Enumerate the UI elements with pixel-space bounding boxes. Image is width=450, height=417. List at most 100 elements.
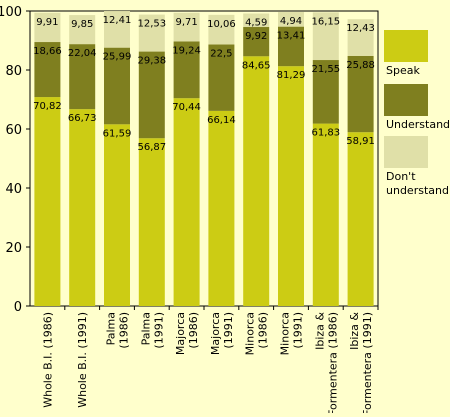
x-tick-label: (1991) [292, 312, 305, 349]
data-label: 70,44 [172, 102, 201, 113]
bar-segment [347, 19, 374, 56]
legend-label: Don't [386, 170, 416, 183]
legend-label: understand [386, 184, 449, 197]
data-label: 19,24 [172, 45, 201, 56]
x-tick-label-group: Whole B.I. (1991) [76, 312, 89, 408]
x-tick-label: Formentera (1986) [326, 312, 339, 413]
bar-segment [173, 98, 200, 307]
data-label: 70,82 [33, 101, 62, 112]
bar-segment [104, 11, 130, 48]
data-label: 4,94 [280, 16, 302, 27]
data-label: 66,14 [207, 115, 236, 126]
y-tick-label: 100 [0, 5, 22, 20]
legend-swatch [384, 84, 428, 116]
bar-segment [104, 124, 130, 306]
x-tick-label: Palma [139, 312, 152, 345]
y-tick-label: 20 [5, 241, 22, 256]
data-label: 84,65 [242, 60, 271, 71]
data-label: 9,71 [175, 17, 197, 28]
x-tick-label: (1986) [187, 312, 200, 349]
bar-segment [278, 66, 304, 307]
x-tick-label-group: Palma (1986) [105, 312, 131, 349]
bar-segment [243, 13, 270, 28]
bar-segment [347, 132, 374, 306]
x-tick-label: Palma [105, 312, 118, 345]
x-tick-label-group: Minorca (1986) [244, 312, 270, 355]
data-label: 18,66 [33, 46, 62, 57]
bar-segment [243, 27, 270, 57]
bar-segment [69, 44, 96, 110]
x-axis-labels: Whole B.I. (1986) Whole B.I. (1991) Palma(… [41, 312, 374, 416]
data-label: 16,15 [311, 16, 340, 27]
legend-label: Understand [386, 118, 450, 131]
x-tick-label: (1986) [118, 312, 131, 349]
bar-segment [173, 12, 200, 42]
data-label: 22,04 [68, 48, 97, 59]
x-tick-label: (1986) [257, 312, 270, 349]
x-tick-label-group: Whole B.I. (1986) [41, 312, 54, 408]
data-label: 21,55 [311, 64, 340, 75]
x-tick-label-group: Palma (1991) [139, 312, 165, 349]
bar-segment [34, 42, 61, 98]
legend-swatch [384, 30, 428, 62]
bar-segment [208, 44, 235, 111]
data-label: 13,41 [277, 31, 306, 42]
bar-segment [138, 51, 165, 139]
bar-segment [347, 55, 374, 133]
x-tick-label: (1991) [152, 312, 165, 349]
y-tick-label: 80 [5, 64, 22, 79]
legend-swatch [384, 136, 428, 168]
data-label: 12,53 [137, 19, 166, 30]
data-label: 9,91 [36, 17, 58, 28]
x-tick-label: Minorca [244, 312, 257, 355]
bar-segment [278, 12, 304, 27]
bar-segment [173, 41, 200, 99]
y-axis: 0 20 40 60 80 100 [0, 5, 379, 315]
data-label: 25,99 [103, 52, 132, 63]
bar-segment [69, 15, 96, 45]
x-tick-label: (1991) [222, 312, 235, 349]
plot-area: 70,82 18,66 9,91 66,73 22,04 9,85 61,59 25,99 12… [29, 10, 379, 307]
bar-segment [312, 60, 339, 124]
y-tick-label: 40 [5, 182, 22, 197]
x-tick-label: Whole B.I. (1986) [41, 312, 54, 408]
data-label: 29,38 [137, 56, 166, 67]
bar-segment [312, 123, 339, 306]
x-tick-label-group: Ibiza & Formentera (1991) [348, 312, 374, 416]
bar-segment [278, 26, 304, 67]
data-label: 61,83 [311, 128, 340, 139]
x-tick-label-group: Majorca (1991) [209, 312, 235, 355]
data-label: 12,41 [103, 15, 132, 26]
data-label: 58,91 [346, 136, 375, 147]
x-tick-label: Ibiza & [313, 312, 326, 350]
bar-segment [208, 110, 235, 307]
x-tick-label: Majorca [174, 312, 187, 355]
data-label: 12,43 [346, 23, 375, 34]
x-tick-label: Minorca [279, 312, 292, 355]
bar-segment [243, 56, 270, 306]
y-tick-label: 60 [5, 123, 22, 138]
data-label: 9,92 [245, 31, 267, 42]
legend-label: Speak [386, 64, 420, 77]
data-label: 9,85 [71, 19, 93, 30]
data-label: 22,5 [210, 49, 232, 60]
bar-segment [104, 47, 130, 125]
bar-segment [69, 109, 96, 306]
data-label: 25,88 [346, 60, 375, 71]
data-label: 56,87 [137, 142, 166, 153]
data-label: 81,29 [277, 70, 306, 81]
y-tick-label: 0 [14, 300, 22, 315]
data-label: 4,59 [245, 17, 267, 28]
x-tick-label: Formentera (1991) [361, 312, 374, 413]
bar-segment [208, 14, 235, 45]
bar-segment [34, 97, 61, 307]
x-tick-label-group: Ibiza & Formentera (1986) [313, 312, 339, 416]
x-tick-label: Majorca [209, 312, 222, 355]
x-tick-label-group: Majorca (1986) [174, 312, 200, 355]
bar-segment [312, 12, 339, 61]
bar-segment [34, 12, 61, 43]
x-tick-label: Whole B.I. (1991) [76, 312, 89, 408]
x-tick-label-group: Minorca (1991) [279, 312, 305, 355]
